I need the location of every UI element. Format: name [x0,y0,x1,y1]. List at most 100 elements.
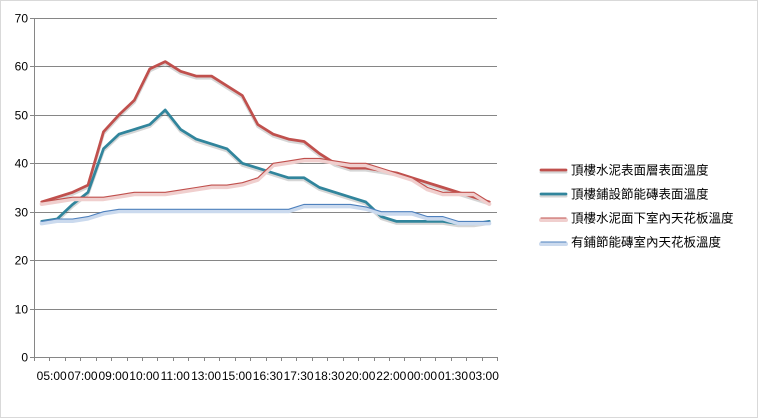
legend-item: 有鋪節能磚室內天花板溫度 [539,235,722,250]
data-point [395,171,399,175]
axes [30,18,498,361]
data-point [379,166,383,170]
x-tick-label: 22:00 [376,369,406,383]
legend-item: 頂樓水泥表面層表面溫度 [539,163,709,178]
data-point [364,200,368,204]
data-point [302,176,306,180]
data-point [302,202,306,206]
y-tick-label: 0 [21,351,28,365]
data-point [318,186,322,190]
data-point [71,217,75,221]
data-point [240,161,244,165]
x-tick-label: 00:00 [407,369,437,383]
data-point [318,152,322,156]
data-point [55,198,59,202]
legend-label: 頂樓鋪設節能磚表面溫度 [571,187,709,202]
data-point [210,183,214,187]
data-point [333,190,337,194]
data-point [256,166,260,170]
data-point [148,190,152,194]
y-tick-label: 10 [15,303,29,317]
legend-label: 頂樓水泥面下室內天花板溫度 [571,211,734,226]
data-point [271,171,275,175]
data-point [55,217,59,221]
data-point [148,207,152,211]
data-point [194,186,198,190]
y-tick-label: 20 [15,254,29,268]
legend-label: 有鋪節能磚室內天花板溫度 [571,235,722,250]
data-point [426,215,430,219]
data-point [163,190,167,194]
series-4 [39,202,492,226]
data-point [132,190,136,194]
x-tick-label: 20:00 [345,369,375,383]
data-point [287,159,291,163]
data-point [256,207,260,211]
data-point [40,200,44,204]
x-tick-label: 15:00 [222,369,252,383]
data-point [441,190,445,194]
data-point [441,186,445,190]
y-tick-label: 50 [15,109,29,123]
data-point [487,200,491,204]
data-point [410,176,414,180]
data-point [117,207,121,211]
data-point [102,195,106,199]
legend: 頂樓水泥表面層表面溫度頂樓鋪設節能磚表面溫度頂樓水泥面下室內天花板溫度有鋪節能磚… [539,163,734,250]
y-tick-label: 60 [15,60,29,74]
y-axis-labels: 0 10 20 30 40 50 60 70 [15,12,29,365]
data-point [117,193,121,197]
data-point [240,94,244,98]
data-point [86,190,90,194]
series-line [40,60,491,204]
x-tick-label: 10:00 [129,369,159,383]
data-point [210,142,214,146]
data-point [132,127,136,131]
data-point [333,202,337,206]
data-point [132,98,136,102]
data-point [410,210,414,214]
data-point [225,183,229,187]
data-point [426,186,430,190]
x-tick-label: 17:30 [284,369,314,383]
data-point [426,181,430,185]
data-point [487,219,491,223]
data-point [179,69,183,73]
data-point [256,176,260,180]
data-point [410,219,414,223]
data-point [117,113,121,117]
data-point [271,132,275,136]
data-point [271,161,275,165]
data-point [71,190,75,194]
data-point [102,210,106,214]
data-point [364,161,368,165]
data-point [456,190,460,194]
data-point [364,205,368,209]
data-point [225,84,229,88]
legend-item: 頂樓鋪設節能磚表面溫度 [539,187,709,202]
y-tick-label: 30 [15,206,29,220]
x-axis-labels: 05:00 07:00 09:00 10:00 11:00 13:00 15:00 16:30… [37,369,500,383]
data-point [163,108,167,112]
data-point [194,74,198,78]
data-point [117,132,121,136]
data-point [302,140,306,144]
data-point [240,207,244,211]
x-tick-label: 11:00 [161,369,190,383]
data-point [179,207,183,211]
data-point [318,202,322,206]
data-point [472,190,476,194]
data-point [194,137,198,141]
data-point [210,207,214,211]
series-line [41,203,490,222]
data-point [71,202,75,206]
x-tick-label: 09:00 [98,369,128,383]
data-point [287,207,291,211]
data-point [302,156,306,160]
legend-label: 頂樓水泥表面層表面溫度 [571,163,709,178]
x-tick-label: 01:30 [438,369,468,383]
y-tick-label: 40 [15,157,29,171]
